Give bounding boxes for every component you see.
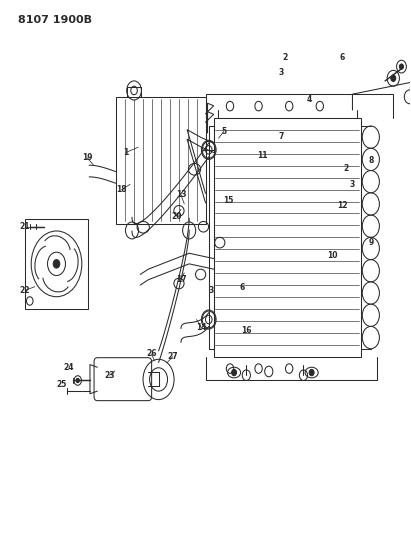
Bar <box>214 118 360 357</box>
Circle shape <box>53 260 60 268</box>
Text: 23: 23 <box>104 370 115 379</box>
Text: 9: 9 <box>368 238 374 247</box>
Text: 11: 11 <box>257 151 268 160</box>
Text: 14: 14 <box>196 323 207 332</box>
Text: 1: 1 <box>123 148 129 157</box>
Circle shape <box>309 369 314 376</box>
Bar <box>25 219 88 309</box>
Text: 8: 8 <box>368 156 374 165</box>
Text: 12: 12 <box>337 201 348 210</box>
Text: 27: 27 <box>168 352 178 361</box>
Circle shape <box>76 378 79 383</box>
Text: 18: 18 <box>116 185 127 194</box>
Text: 6: 6 <box>240 283 245 292</box>
Circle shape <box>399 64 404 69</box>
Text: 4: 4 <box>307 95 312 104</box>
Text: 3: 3 <box>209 286 214 295</box>
Circle shape <box>391 75 396 82</box>
Text: 19: 19 <box>82 154 92 163</box>
Text: 5: 5 <box>221 127 226 136</box>
Text: 25: 25 <box>57 379 67 389</box>
Text: 2: 2 <box>344 164 349 173</box>
Text: 15: 15 <box>223 196 233 205</box>
Text: 10: 10 <box>327 252 337 261</box>
Text: 21: 21 <box>20 222 30 231</box>
Text: 16: 16 <box>241 326 252 335</box>
Text: 8107 1900B: 8107 1900B <box>18 15 92 25</box>
Bar <box>115 97 206 224</box>
Text: 2: 2 <box>282 53 288 62</box>
Text: 26: 26 <box>146 350 157 359</box>
Text: 20: 20 <box>172 212 182 221</box>
Text: 13: 13 <box>176 190 186 199</box>
Circle shape <box>232 369 236 376</box>
Text: 22: 22 <box>20 286 30 295</box>
Text: 17: 17 <box>175 275 186 284</box>
Text: 24: 24 <box>63 363 74 372</box>
Text: 7: 7 <box>278 132 284 141</box>
Text: 6: 6 <box>339 53 345 62</box>
Text: 3: 3 <box>278 68 284 77</box>
Text: 3: 3 <box>350 180 355 189</box>
